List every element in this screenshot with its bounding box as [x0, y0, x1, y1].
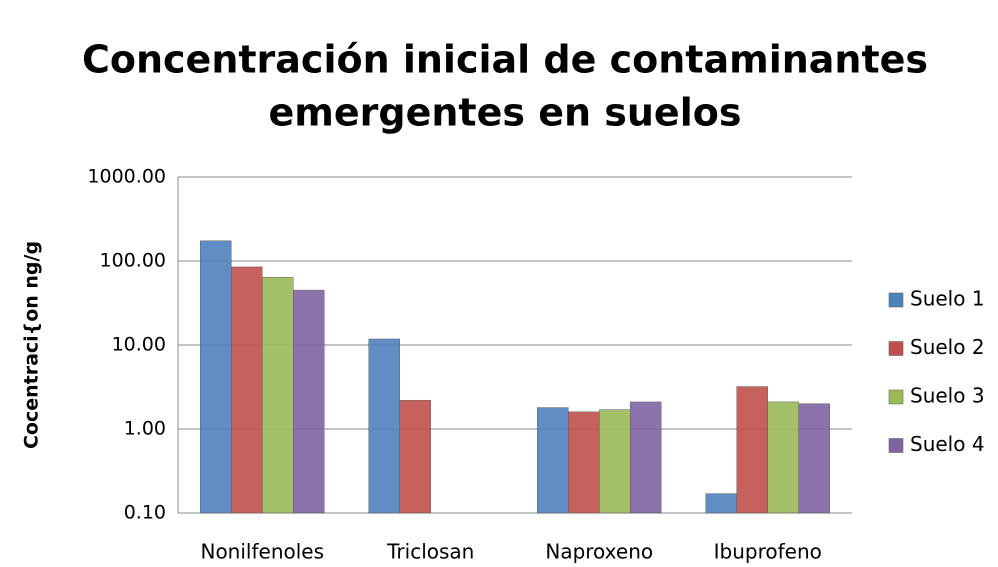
legend-label: Suelo 4 [910, 432, 985, 456]
bar [399, 399, 431, 514]
bar [798, 403, 830, 514]
bar [568, 411, 600, 514]
x-tick-label: Nonilfenoles [200, 540, 324, 564]
y-tick-label: 10.00 [112, 334, 166, 356]
legend-swatch [888, 292, 904, 308]
chart-title: emergentes en suelos [269, 91, 742, 135]
bar [200, 240, 232, 514]
legend-label: Suelo 3 [910, 384, 985, 408]
y-tick-label: 1000.00 [87, 166, 166, 188]
bar [231, 266, 263, 514]
chart-title: Concentración inicial de contaminantes [82, 38, 928, 82]
y-axis-label: Cocentraci{on ng/g [21, 241, 43, 449]
legend-swatch [888, 438, 904, 453]
legend-swatch [888, 341, 904, 356]
bar [705, 493, 737, 514]
x-tick-label: Triclosan [386, 540, 474, 564]
legend-label: Suelo 1 [910, 287, 985, 311]
y-tick-label: 100.00 [100, 250, 166, 272]
legend-label: Suelo 2 [910, 335, 985, 359]
bar [537, 407, 569, 514]
bar [767, 401, 799, 514]
bar [630, 401, 662, 514]
bar [368, 338, 400, 514]
bar [293, 289, 325, 514]
x-tick-label: Ibuprofeno [714, 540, 822, 564]
legend-swatch [888, 389, 904, 405]
y-tick-label: 1.00 [124, 418, 166, 440]
x-tick-label: Naproxeno [545, 540, 653, 564]
bar [736, 386, 768, 514]
bar [599, 409, 631, 514]
bar [262, 277, 294, 514]
y-tick-label: 0.10 [124, 502, 166, 524]
